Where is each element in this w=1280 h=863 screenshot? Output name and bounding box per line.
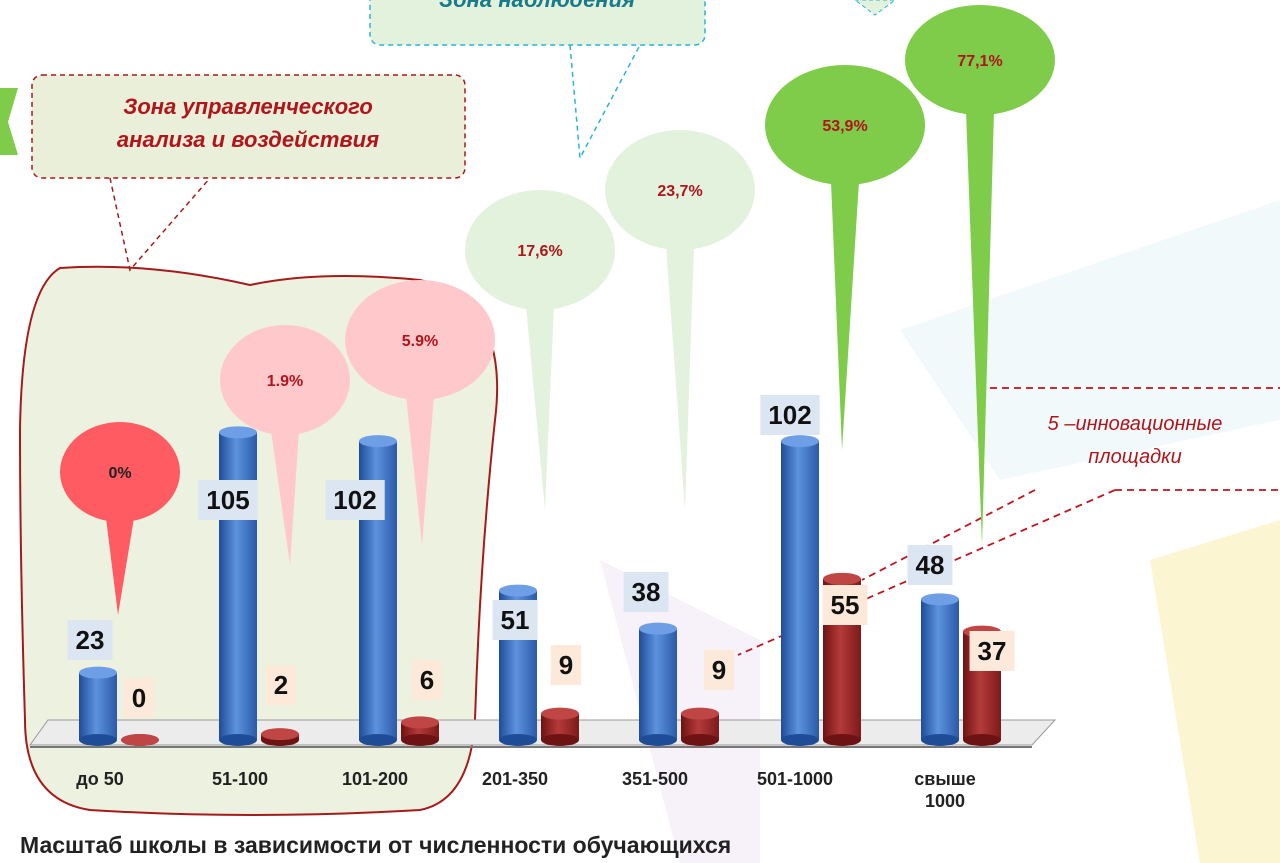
bar-top [541,708,579,720]
value-label: 9 [712,655,726,685]
callout-fragment [855,0,895,15]
value-label: 102 [768,400,811,430]
x-tick-label: 501-1000 [750,768,840,790]
arrow-shape [0,88,18,155]
bar-base [541,734,579,746]
bar-base [921,734,959,746]
annotation: Зона управленческого анализа и воздейств… [98,90,398,156]
value-label: 2 [274,670,288,700]
value-label: 6 [420,665,434,695]
bar-base [499,734,537,746]
bar-blue [79,667,117,746]
bar-base [359,734,397,746]
bar-blue [781,435,819,746]
value-label: 37 [978,636,1007,666]
share-label: 23,7% [657,183,702,200]
bar-top [79,667,117,679]
bubble-shape [666,246,694,510]
bar-base [963,734,1001,746]
share-label: 53,9% [822,118,867,135]
bar-red [681,708,719,746]
x-tick-label: 101-200 [330,768,420,790]
bar-top [781,435,819,447]
bar-base [639,734,677,746]
value-label: 48 [916,550,945,580]
x-tick-label: 351-500 [610,768,700,790]
annotation: 5 –инновационные площадки [1005,408,1265,474]
bar-base [79,734,117,746]
bar-blue [639,623,677,746]
bar-red [121,734,159,746]
share-label: 0% [108,465,131,482]
bar-blue [219,426,257,746]
value-label: 9 [559,650,573,680]
annotation: Зона наблюдения [387,0,687,16]
bar-base [401,734,439,746]
value-label: 38 [632,577,661,607]
x-tick-label: до 50 [55,768,145,790]
bar-red [261,728,299,746]
bar-body [639,629,677,740]
value-label: 23 [76,625,105,655]
x-tick-label: 201-350 [470,768,560,790]
share-label: 77,1% [957,53,1002,70]
share-label: 5.9% [402,333,438,350]
bar-top [261,728,299,740]
bar-top [921,593,959,605]
chart-title: Масштаб школы в зависимости от численнос… [20,832,731,859]
share-label: 17,6% [517,243,562,260]
bar-body [921,599,959,740]
bar-top [401,716,439,728]
bubble-shape [526,306,554,510]
bar-top [121,734,159,746]
bar-red [401,716,439,746]
page: 0% 1.9% 5.9% 17,6% 23,7% 53,9% 77,1% 23 105 102 51… [0,0,1280,863]
observe-tail [570,45,640,158]
x-tick-label: 51-100 [195,768,285,790]
bubble-shape [831,181,859,450]
bar-top [359,435,397,447]
bar-body [79,673,117,740]
value-label: 0 [132,683,146,713]
bar-body [781,441,819,740]
bar-body [219,432,257,740]
bar-red [541,708,579,746]
bar-top [823,573,861,585]
value-label: 55 [831,590,860,620]
bar-blue [921,593,959,746]
bar-top [219,426,257,438]
bar-base [219,734,257,746]
share-label: 1.9% [267,373,303,390]
bar-base [823,734,861,746]
value-label: 105 [206,485,249,515]
background [600,200,1280,863]
bar-base [681,734,719,746]
bar-base [781,734,819,746]
bar-top [681,708,719,720]
x-tick-label: свыше 1000 [900,768,990,812]
value-label: 102 [333,485,376,515]
manage-tail [110,178,210,270]
value-label: 51 [501,605,530,635]
bar-top [499,585,537,597]
bar-top [639,623,677,635]
